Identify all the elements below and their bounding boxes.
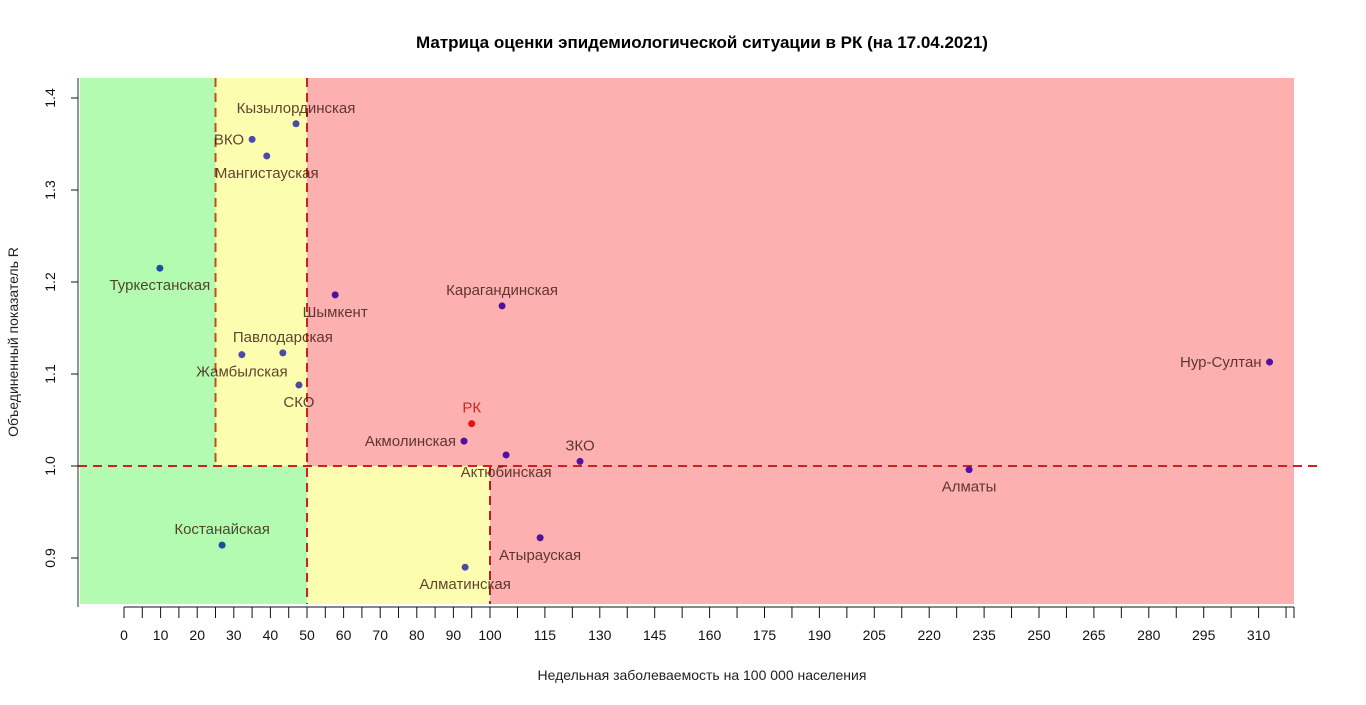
point-акмолинская-label: Акмолинская [365,433,456,450]
x-tick-label: 0 [120,627,128,643]
y-tick-label: 1.4 [42,88,58,108]
point-мангистауская-label: Мангистауская [215,165,319,182]
point-жамбылская [238,351,246,359]
point-алматинская-label: Алматинская [419,576,510,593]
point-туркестанская [156,264,164,272]
y-axis-title: Объединенный показатель R [5,247,21,437]
point-алматы-label: Алматы [942,479,997,496]
point-павлодарская [279,349,287,357]
point-жамбылская-label: Жамбылская [196,364,288,381]
y-tick-label: 1.3 [42,180,58,200]
threshold-lines [78,78,1322,604]
x-tick-label: 20 [189,627,205,643]
point-акмолинская [460,437,468,445]
x-tick-label: 175 [753,627,777,643]
x-tick-label: 235 [972,627,996,643]
point-шымкент-label: Шымкент [303,304,368,321]
chart-title: Матрица оценки эпидемиологической ситуац… [416,33,988,52]
x-tick-label: 130 [588,627,612,643]
x-tick-label: 280 [1137,627,1161,643]
point-костанайская-label: Костанайская [174,521,270,538]
x-tick-label: 70 [372,627,388,643]
point-рк-label: РК [462,400,481,417]
x-tick-label: 250 [1027,627,1051,643]
point-ско [295,381,303,389]
point-карагандинская-label: Карагандинская [446,282,558,299]
x-tick-label: 60 [336,627,352,643]
data-points [156,120,1274,571]
x-tick-label: 310 [1247,627,1271,643]
point-павлодарская-label: Павлодарская [233,329,333,346]
x-tick-label: 115 [534,627,557,643]
point-ско-label: СКО [283,394,314,411]
point-кызылординская-label: Кызылординская [237,100,356,117]
point-нур-султан-label: Нур-Султан [1180,354,1262,371]
point-нур-султан [1266,358,1274,366]
x-tick-label: 90 [446,627,462,643]
point-актюбинская [502,451,510,459]
x-tick-label: 265 [1082,627,1106,643]
x-tick-label: 40 [263,627,279,643]
axes: 0.9 1.0 1.1 1.2 1.3 1.4 0 10 20 30 40 50 60 70 80 90 100… [42,78,1295,643]
x-tick-label: 80 [409,627,425,643]
zone-red-upper [307,78,1294,466]
point-актюбинская-label: Актюбинская [461,464,552,481]
point-алматы [965,466,973,474]
y-tick-label: 1.2 [42,272,58,292]
zone-green-upper [80,78,216,466]
zone-red-lower [490,466,1294,604]
y-tick-label: 0.9 [42,548,58,568]
point-шымкент [331,291,339,299]
zone-yellow-upper [215,78,307,466]
point-рк [468,420,476,428]
x-tick-label: 50 [299,627,315,643]
x-tick-label: 30 [226,627,242,643]
point-вко [248,135,256,143]
x-tick-label: 160 [698,627,722,643]
x-tick-label: 100 [478,627,502,643]
x-tick-label: 145 [643,627,667,643]
x-axis-title: Недельная заболеваемость на 100 000 насе… [538,667,867,683]
zone-yellow-lower [307,466,490,604]
x-tick-label: 295 [1192,627,1216,643]
x-tick-label: 205 [863,627,887,643]
point-кызылординская [292,120,300,128]
point-зко-label: ЗКО [565,437,594,454]
zone-green-lower [80,466,307,604]
x-tick-label: 10 [153,627,169,643]
point-зко [576,457,584,465]
point-туркестанская-label: Туркестанская [109,277,210,294]
y-tick-label: 1.1 [42,364,58,384]
point-костанайская [218,541,226,549]
point-алматинская [461,563,469,571]
zone-backgrounds [80,78,1294,604]
x-tick-label: 220 [918,627,942,643]
point-мангистауская [263,152,271,160]
point-labels: Туркестанская Кызылординская ВКО Мангистаус… [109,100,1261,593]
y-tick-label: 1.0 [42,456,58,476]
point-карагандинская [498,302,506,310]
point-атырауская [536,534,544,542]
point-атырауская-label: Атырауская [499,547,581,564]
point-вко-label: ВКО [214,131,244,148]
x-tick-label: 190 [808,627,832,643]
